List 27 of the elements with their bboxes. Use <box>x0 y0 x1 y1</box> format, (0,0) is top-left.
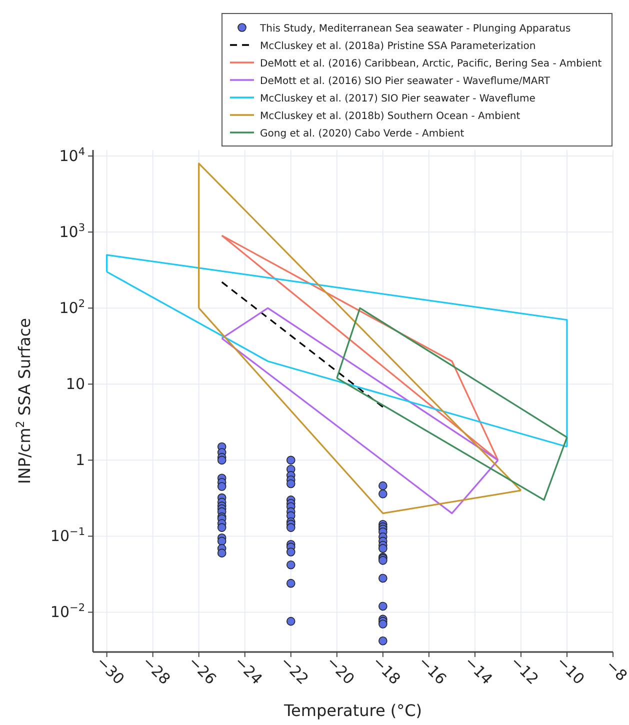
x-axis-title: Temperature (°C) <box>282 701 422 720</box>
x-tick-label: −10 <box>552 652 588 688</box>
x-tick-label: −28 <box>138 652 174 688</box>
x-tick-label: −8 <box>602 656 629 685</box>
legend-label: McCluskey et al. (2017) SIO Pier seawater - Waveflume <box>260 94 536 104</box>
y-tick-label: 10$^{−1}$ <box>50 526 85 546</box>
y-tick-label: 10$^{4}$ <box>59 146 86 166</box>
legend-label: DeMott et al. (2016) SIO Pier seawater - Waveflume/MART <box>260 76 551 87</box>
legend-label: McCluskey et al. (2018a) Pristine SSA Parameterization <box>260 41 536 52</box>
x-tick-label: −26 <box>184 652 220 688</box>
y-tick-label: 10$^{2}$ <box>59 298 85 318</box>
legend-label: Gong et al. (2020) Cabo Verde - Ambient <box>260 128 464 140</box>
y-tick-label: 10 <box>66 375 85 394</box>
x-tick-label: −30 <box>92 652 128 688</box>
legend-label: McCluskey et al. (2018b) Southern Ocean - Ambient <box>260 111 520 122</box>
y-tick-label: 10$^{3}$ <box>59 222 85 242</box>
legend-label: This Study, Mediterranean Sea seawater - Plunging Apparatus <box>259 24 571 34</box>
y-tick-label: 10$^{−2}$ <box>50 602 85 622</box>
legend-label: DeMott et al. (2016) Caribbean, Arctic, Pacific, Bering Sea - Ambient <box>260 58 602 70</box>
x-tick-label: −22 <box>276 652 312 688</box>
x-tick-label: −16 <box>414 652 450 688</box>
x-tick-label: −12 <box>506 652 542 688</box>
x-tick-label: −24 <box>230 652 266 688</box>
y-tick-label: 1 <box>75 451 85 470</box>
x-tick-label: −14 <box>460 652 496 688</box>
x-tick-label: −20 <box>322 652 358 688</box>
x-tick-label: −18 <box>368 652 404 688</box>
